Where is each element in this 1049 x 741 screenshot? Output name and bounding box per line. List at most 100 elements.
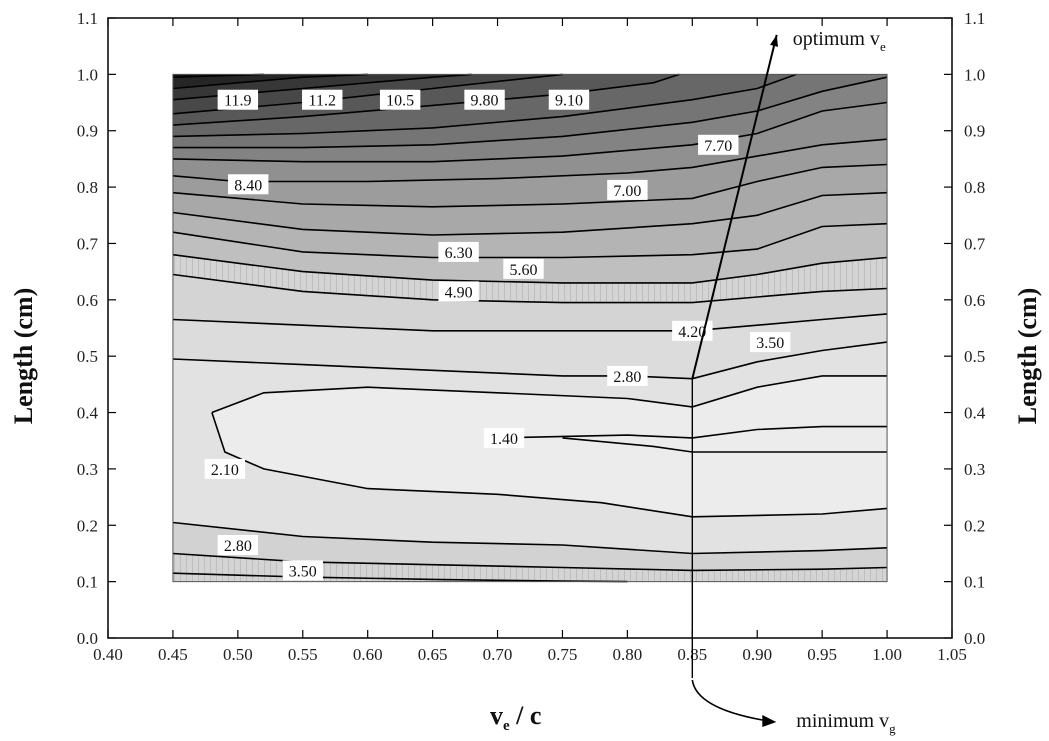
band-1 xyxy=(172,74,888,89)
x-tick-label: 0.60 xyxy=(353,645,383,664)
contour-line-3.50 xyxy=(172,253,888,284)
contour-label-box xyxy=(282,560,323,581)
minimum-label: minimum vg xyxy=(796,710,896,736)
contour-label-3.50: 3.50 xyxy=(289,563,317,580)
optimum-label: optimum ve xyxy=(793,28,886,54)
contour-label-box xyxy=(607,179,648,200)
y-axis-right-title: Length (cm) xyxy=(1013,288,1042,424)
contour-label-2.80: 2.80 xyxy=(224,538,252,555)
contour-label-2.10: 2.10 xyxy=(211,462,239,479)
contour-label-9.80: 9.80 xyxy=(471,93,499,110)
contour-line-4.20 xyxy=(172,222,888,259)
y-tick-label-right: 0.7 xyxy=(964,234,986,253)
y-tick-label-left: 0.3 xyxy=(77,460,98,479)
contour-line-5.60 xyxy=(172,163,888,208)
y-tick-label-right: 0.2 xyxy=(964,516,985,535)
contour-label-7.00: 7.00 xyxy=(613,183,641,200)
minimum-arrow-head xyxy=(762,715,777,727)
contour-line-2.10 xyxy=(172,313,888,332)
y-tick-label-right: 0.0 xyxy=(964,629,985,648)
contour-label-box xyxy=(503,258,544,279)
contour-label-5.60: 5.60 xyxy=(510,262,538,279)
contour-label-4.20: 4.20 xyxy=(678,324,706,341)
contour-label-8.40: 8.40 xyxy=(234,177,262,194)
x-tick-label: 0.75 xyxy=(548,645,578,664)
y-axis-left-ticks: 0.0 0.1 0.2 0.3 0.4 0.5 0.6 0.7 0.8 0.9 1.0 1.1 xyxy=(77,9,116,648)
y-axis-left-title: Length (cm) xyxy=(9,288,38,424)
contour-line-4.90 xyxy=(172,191,888,236)
x-tick-label: 0.50 xyxy=(223,645,253,664)
x-tick-label: 0.65 xyxy=(418,645,448,664)
y-tick-label-right: 0.5 xyxy=(964,347,985,366)
contour-line-2.80 xyxy=(172,273,888,304)
y-tick-label-right: 1.0 xyxy=(964,65,985,84)
minimum-label-sub: g xyxy=(889,721,896,736)
contour-line-8.40 xyxy=(172,73,797,138)
contour-line-20 xyxy=(172,521,888,555)
contour-label-7.70: 7.70 xyxy=(704,138,732,155)
x-tick-label: 0.70 xyxy=(483,645,513,664)
contour-labels: 11.9 11.2 10.5 9.80 9.10 7.70 8.40 7.00 6.30 5.60… xyxy=(204,89,791,581)
contour-line-11.9 xyxy=(172,73,264,78)
band-2 xyxy=(172,74,888,100)
y-tick-label-right: 0.3 xyxy=(964,460,985,479)
contour-label-box xyxy=(607,365,648,386)
x-tick-label: 0.45 xyxy=(158,645,188,664)
contour-label-9.10: 9.10 xyxy=(555,93,583,110)
contour-line-6.30 xyxy=(172,138,888,183)
contour-label-11.9: 11.9 xyxy=(224,93,251,110)
y-tick-label-left: 1.1 xyxy=(77,9,98,28)
contour-label-box xyxy=(204,458,246,479)
contour-label-box xyxy=(217,89,259,110)
contour-label-4.90: 4.90 xyxy=(445,284,473,301)
contour-label-box xyxy=(302,89,343,110)
y-tick-label-left: 0.0 xyxy=(77,629,98,648)
x-axis-ticks: 0.40 0.45 0.50 0.55 0.60 0.65 0.70 0.75 0.80 0.85… xyxy=(93,18,967,664)
contour-line-16 xyxy=(211,375,888,414)
x-tick-label: 0.40 xyxy=(93,645,123,664)
y-tick-label-right: 0.1 xyxy=(964,573,985,592)
x-tick-label: 1.05 xyxy=(937,645,967,664)
x-tick-label: 0.80 xyxy=(613,645,643,664)
contour-line-7.00 xyxy=(172,101,888,163)
contour-line-7.70 xyxy=(172,76,888,149)
contour-line-11.2 xyxy=(172,73,368,90)
contour-label-box xyxy=(217,535,259,555)
y-tick-label-left: 0.9 xyxy=(77,122,98,141)
annotations: optimum ve minimum vg xyxy=(691,28,896,736)
contour-line-17 xyxy=(211,412,888,518)
contour-label-11.2: 11.2 xyxy=(309,93,336,110)
y-tick-label-right: 0.9 xyxy=(964,122,985,141)
y-tick-label-left: 0.7 xyxy=(77,234,99,253)
contour-label-2.80: 2.80 xyxy=(613,369,641,386)
contour-label-3.50: 3.50 xyxy=(756,335,784,352)
data-domain-outline xyxy=(172,73,888,583)
y-tick-label-left: 0.2 xyxy=(77,516,98,535)
x-tick-label: 0.55 xyxy=(288,645,318,664)
minimum-arrow-curve xyxy=(691,679,763,721)
contour-label-box xyxy=(483,427,525,448)
y-tick-label-left: 0.8 xyxy=(77,178,98,197)
contour-label-6.30: 6.30 xyxy=(445,245,473,262)
contour-label-box xyxy=(464,89,505,110)
contour-label-box xyxy=(228,174,269,195)
optimum-arrow-head xyxy=(770,34,779,47)
x-tick-label: 0.95 xyxy=(807,645,837,664)
y-tick-label-right: 0.8 xyxy=(964,178,985,197)
contour-label-1.40: 1.40 xyxy=(490,431,518,448)
x-tick-label: 1.00 xyxy=(872,645,902,664)
y-tick-label-right: 1.1 xyxy=(964,9,985,28)
plot-border xyxy=(107,17,953,639)
contour-label-10.5: 10.5 xyxy=(386,93,414,110)
y-axis-right-ticks: 0.0 0.1 0.2 0.3 0.4 0.5 0.6 0.7 0.8 0.9 1.0 1.1 xyxy=(944,9,986,648)
x-axis-title: ve / c xyxy=(490,701,541,734)
contour-label-box xyxy=(548,89,590,110)
optimum-arrow-line xyxy=(691,34,778,379)
y-tick-label-left: 0.5 xyxy=(77,347,98,366)
contour-label-box xyxy=(438,281,479,302)
y-tick-label-left: 0.6 xyxy=(77,291,98,310)
contour-line-18 xyxy=(497,425,888,439)
contour-label-box xyxy=(438,241,479,262)
contour-label-box xyxy=(379,89,421,110)
